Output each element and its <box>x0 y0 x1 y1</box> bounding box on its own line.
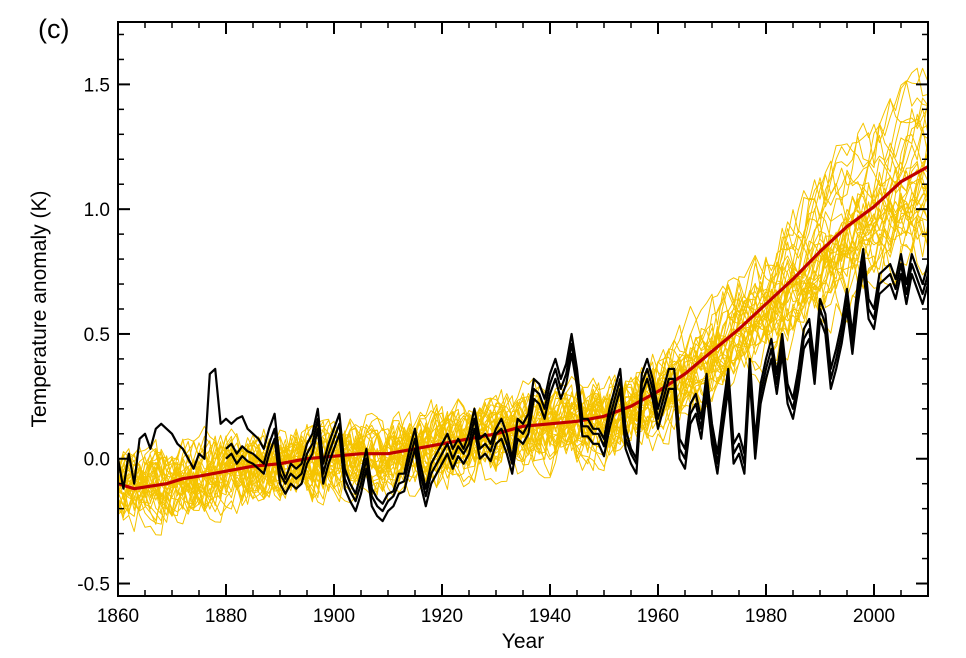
ensemble-member-line <box>118 137 928 516</box>
y-tick-label: 0.5 <box>84 325 110 346</box>
axis-ticks: 1860 1880 1900 1920 1940 1960 1980 2000 -0.5 0.0 0… <box>77 22 929 627</box>
plot-area <box>118 67 928 536</box>
ensemble-member-line <box>118 106 928 525</box>
x-axis-title: Year <box>502 630 544 653</box>
y-tick-label: 1.5 <box>84 75 110 96</box>
y-axis-title: Temperature anomaly (K) <box>28 191 51 428</box>
observation-line-a <box>118 248 928 505</box>
x-tick-label: 1860 <box>97 606 139 627</box>
x-tick-label: 2000 <box>853 606 895 627</box>
y-tick-label: 0.0 <box>84 450 110 471</box>
ensemble-member-line <box>118 221 928 532</box>
x-tick-label: 1960 <box>637 606 679 627</box>
x-tick-label: 1880 <box>205 606 247 627</box>
x-tick-label: 1940 <box>529 606 571 627</box>
observation-line-c <box>225 268 928 523</box>
ensemble-member-line <box>118 101 928 517</box>
axes-frame <box>117 21 929 597</box>
ensemble-member-line <box>118 127 928 515</box>
x-tick-label: 1900 <box>313 606 355 627</box>
panel-label: (c) <box>38 14 69 44</box>
y-tick-label: -0.5 <box>77 575 110 596</box>
y-tick-label: 1.0 <box>84 200 110 221</box>
x-tick-label: 1920 <box>421 606 463 627</box>
x-tick-label: 1980 <box>745 606 787 627</box>
